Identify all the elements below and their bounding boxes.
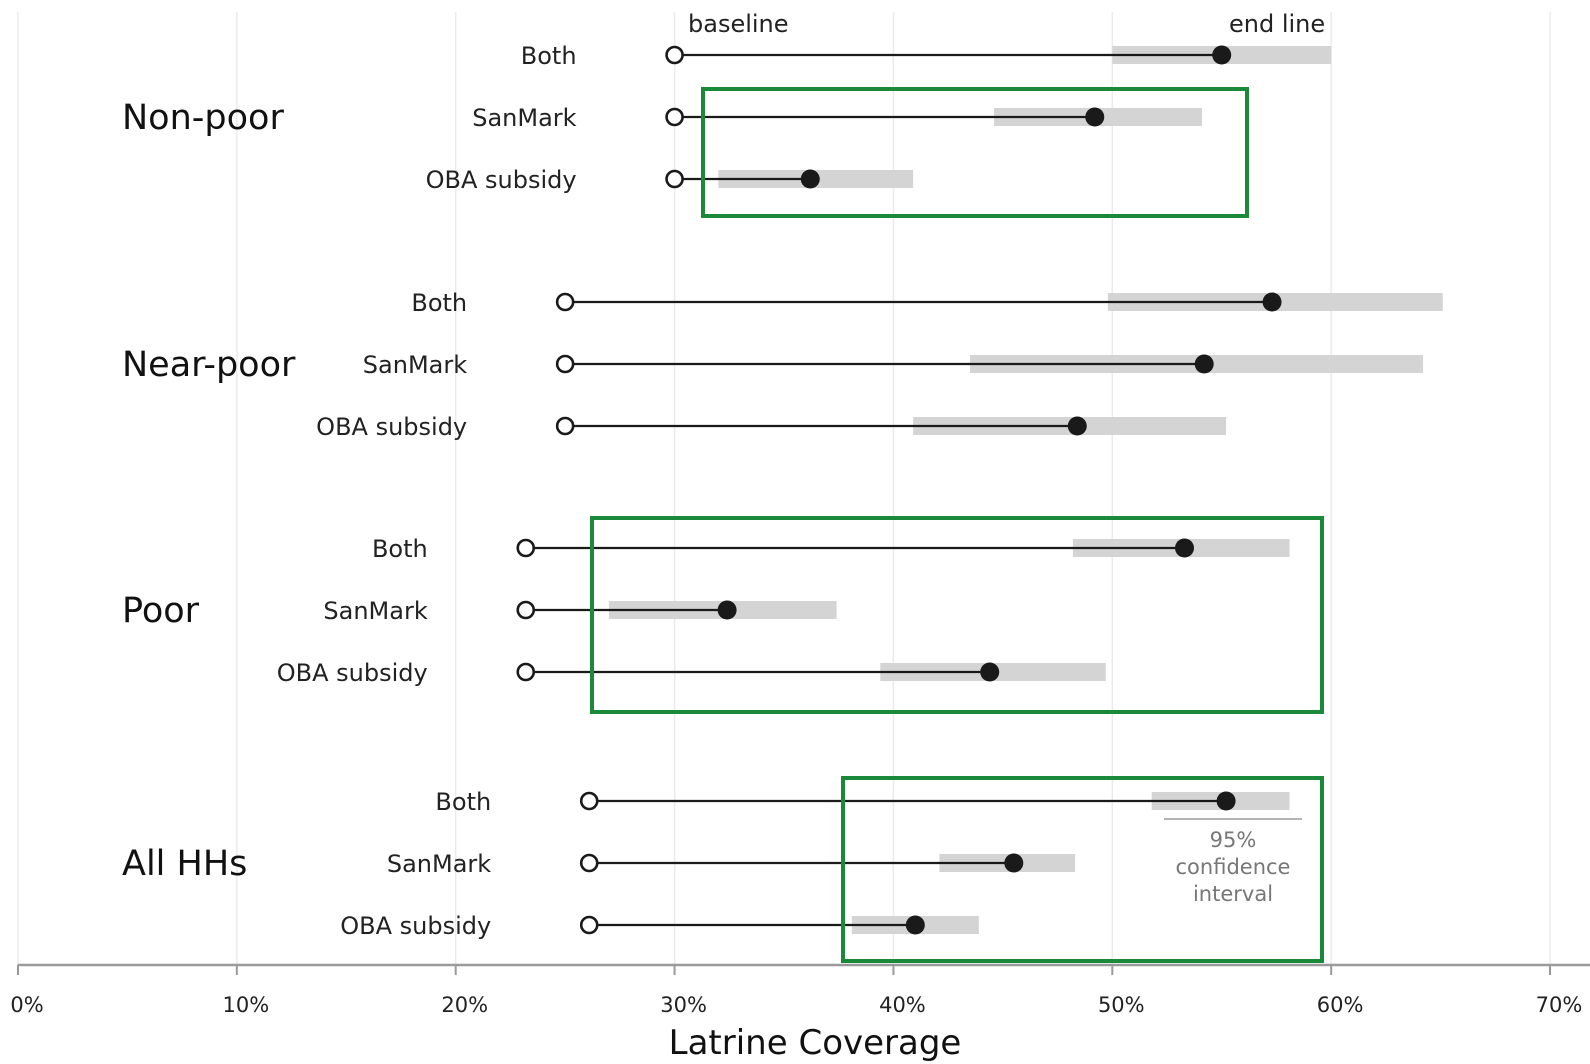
baseline-point — [555, 354, 575, 374]
baseline-point — [579, 915, 599, 935]
endline-point — [1262, 292, 1282, 312]
row-label: Both — [435, 788, 491, 816]
row-labels: Non-poor Both SanMark OBA subsidy Near-poor B… — [122, 42, 577, 940]
row-label: SanMark — [323, 597, 427, 625]
baseline-point — [516, 662, 536, 682]
baseline-point — [516, 538, 536, 558]
baseline-point — [555, 292, 575, 312]
row-label: SanMark — [363, 351, 467, 379]
row-label: Both — [411, 289, 467, 317]
row-label: SanMark — [387, 850, 491, 878]
data-points — [516, 45, 1282, 935]
row-label: OBA subsidy — [426, 166, 577, 194]
endline-point — [717, 600, 737, 620]
row-label: OBA subsidy — [340, 912, 491, 940]
x-tick-label: 30% — [660, 993, 707, 1017]
baseline-point — [665, 45, 684, 65]
row-label: OBA subsidy — [316, 413, 467, 441]
endline-point — [1175, 538, 1195, 558]
x-tick-label: 20% — [441, 993, 488, 1017]
x-tick-label: 10% — [223, 993, 270, 1017]
x-axis-title: Latrine Coverage — [669, 1023, 962, 1063]
baseline-point — [555, 416, 575, 436]
x-tick-label: 60% — [1317, 993, 1364, 1017]
ci-legend-line-2: confidence — [1176, 855, 1291, 879]
row-label: OBA subsidy — [277, 659, 428, 687]
endline-point — [1194, 354, 1214, 374]
baseline-point — [665, 107, 684, 127]
endline-point — [1085, 107, 1105, 127]
ci-legend-line-3: interval — [1193, 882, 1273, 906]
endline-point — [980, 662, 1000, 682]
x-tick-label: 0% — [10, 993, 43, 1017]
confidence-intervals — [608, 46, 1443, 934]
x-axis: 0% 10% 20% 30% 40% 50% 60% 70% — [10, 963, 1590, 1017]
baseline-legend-label: baseline — [688, 10, 789, 38]
endline-legend-label: end line — [1229, 10, 1325, 38]
x-tick-label: 50% — [1098, 993, 1145, 1017]
x-tick-label: 40% — [879, 993, 926, 1017]
highlight-box — [841, 776, 1324, 963]
group-label: Near-poor — [122, 345, 296, 385]
highlight-boxes — [590, 87, 1324, 963]
baseline-point — [579, 791, 599, 811]
x-tick-label: 70% — [1536, 993, 1583, 1017]
baseline-point — [516, 600, 536, 620]
endline-point — [1212, 45, 1232, 65]
group-label: All HHs — [122, 844, 247, 884]
group-label: Non-poor — [122, 98, 284, 138]
baseline-point — [665, 169, 684, 189]
endline-point — [1004, 853, 1024, 873]
row-label: SanMark — [472, 104, 576, 132]
row-label: Both — [372, 535, 428, 563]
endline-point — [1067, 416, 1087, 436]
highlight-box — [590, 516, 1324, 714]
endline-point — [800, 169, 820, 189]
change-stems — [525, 53, 1273, 927]
row-label: Both — [521, 42, 577, 70]
baseline-point — [579, 853, 599, 873]
endline-point — [905, 915, 925, 935]
group-label: Poor — [122, 591, 200, 631]
ci-legend-line-1: 95% — [1210, 828, 1257, 852]
highlight-box — [701, 87, 1249, 218]
endline-point — [1216, 791, 1236, 811]
